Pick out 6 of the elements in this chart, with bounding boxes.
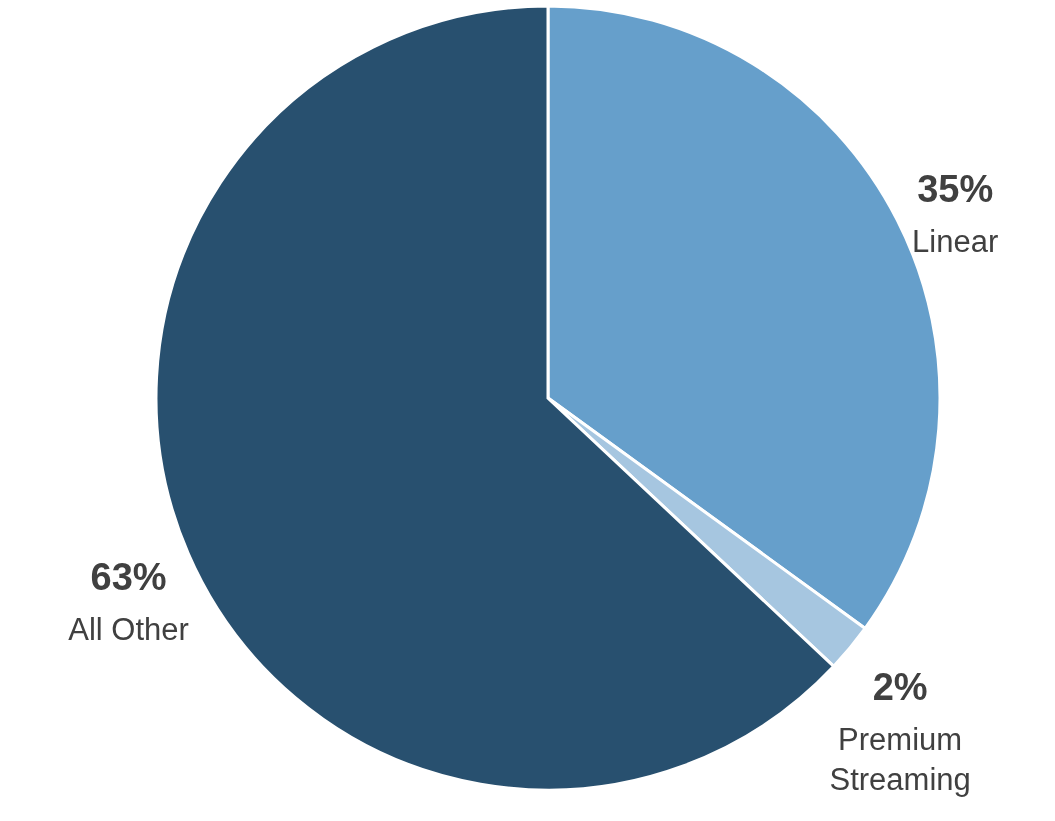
slice-label: Premium Streaming <box>829 722 971 798</box>
slice-label: Linear <box>912 223 999 259</box>
data-label: 63% <box>90 556 167 599</box>
data-label: 2% <box>872 666 928 709</box>
slice-label: All Other <box>68 612 189 648</box>
data-label: 35% <box>917 167 994 210</box>
